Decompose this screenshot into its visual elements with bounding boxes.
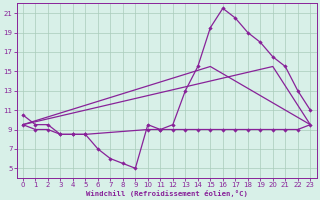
X-axis label: Windchill (Refroidissement éolien,°C): Windchill (Refroidissement éolien,°C): [86, 190, 248, 197]
